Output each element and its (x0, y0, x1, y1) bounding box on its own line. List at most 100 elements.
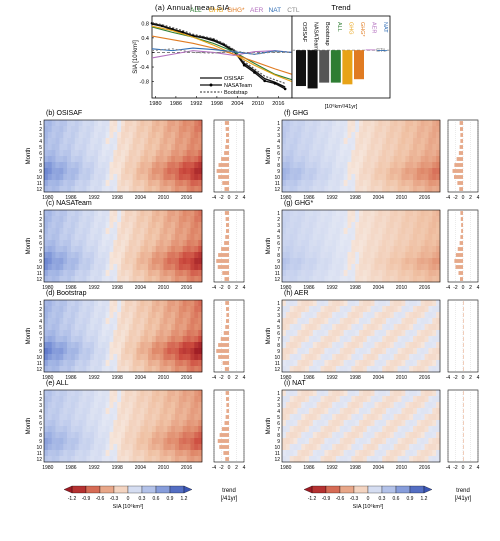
heatmap-cell (289, 156, 294, 163)
heatmap-cell (289, 330, 294, 337)
heatmap-cell (401, 336, 406, 343)
heatmap-cell (382, 258, 387, 265)
trend-mini-bar (463, 439, 464, 443)
heatmap-cell (428, 402, 433, 409)
heatmap-cell (386, 228, 391, 235)
heatmap-cell (420, 420, 425, 427)
heatmap-cell (374, 402, 379, 409)
heatmap-cell (167, 420, 172, 427)
heatmap-cell (51, 180, 56, 187)
heatmap-cell (101, 210, 106, 217)
heatmap-cell (47, 276, 53, 283)
heatmap-cell (351, 156, 356, 163)
heatmap-cell (401, 156, 406, 163)
heatmap-cell (413, 228, 418, 235)
heatmap-cell (397, 144, 402, 151)
heatmap-cell (389, 240, 395, 247)
heatmap-cell (155, 186, 160, 193)
heatmap-cell (194, 270, 199, 277)
heatmap-cell (151, 138, 157, 145)
year-tick-label: 2010 (158, 465, 169, 471)
heatmap-cell (59, 354, 64, 361)
heatmap-cell (413, 456, 418, 463)
heatmap-cell (366, 360, 371, 367)
heatmap-cell (308, 162, 314, 169)
heatmap-cell (74, 432, 79, 439)
heatmap-cell (378, 270, 383, 277)
heatmap-cell (312, 390, 317, 397)
trend-mini-bar (225, 325, 229, 329)
heatmap-cell (82, 150, 87, 157)
heatmap-cell (105, 318, 110, 325)
heatmap-cell (94, 450, 99, 457)
heatmap-cell (124, 414, 130, 421)
heatmap-cell (316, 258, 321, 265)
heatmap-cell (82, 240, 87, 247)
heatmap-cell (109, 354, 114, 361)
heatmap-cell (55, 132, 60, 139)
heatmap-cell (47, 156, 53, 163)
heatmap-cell (86, 216, 91, 223)
heatmap-cell (397, 456, 402, 463)
heatmap-cell (316, 126, 321, 133)
heatmap-cell (332, 258, 337, 265)
heatmap-cell (121, 408, 126, 415)
year-tick-label: 1992 (89, 285, 100, 291)
heatmap-cell (397, 120, 402, 127)
heatmap-cell (413, 258, 418, 265)
heatmap-cell (163, 120, 168, 127)
heatmap-cell (335, 306, 341, 313)
heatmap-cell (428, 300, 433, 307)
heatmap-cell (190, 456, 195, 463)
heatmap-cell (124, 456, 130, 463)
heatmap-cell (182, 264, 187, 271)
heatmap-cell (413, 300, 418, 307)
colorbar-cap-low (303, 485, 313, 494)
heatmap-cell (282, 234, 287, 241)
heatmap-cell (409, 180, 414, 187)
month-tick-label: 1 (277, 121, 280, 127)
heatmap-cell (94, 246, 99, 253)
heatmap-cell (194, 426, 199, 433)
colorbar-tick-label: 1.2 (421, 496, 428, 502)
heatmap-cell (144, 222, 149, 229)
heatmap-cell (155, 270, 160, 277)
heatmap-cell (159, 396, 164, 403)
heatmap-cell (47, 318, 53, 325)
heatmap-cell (339, 222, 344, 229)
heatmap-cell (424, 120, 429, 127)
heatmap-cell (428, 360, 433, 367)
heatmap-cell (393, 414, 398, 421)
heatmap-cell (389, 390, 395, 397)
heatmap-cell (420, 246, 425, 253)
heatmap-cell (424, 258, 429, 265)
heatmap-cell (308, 390, 314, 397)
heatmap-cell (397, 432, 402, 439)
heatmap-cell (186, 228, 191, 235)
heatmap-cell (413, 414, 418, 421)
heatmap-cell (144, 246, 149, 253)
heatmap-cell (59, 162, 64, 169)
heatmap-cell (382, 426, 387, 433)
heatmap-cell (198, 168, 203, 175)
heatmap-cell (124, 270, 130, 277)
heatmap-cell (359, 366, 364, 373)
heatmap-cell (416, 234, 422, 241)
heatmap-cell (121, 300, 126, 307)
trend-mini-bar (463, 403, 464, 407)
heatmap-cell (117, 180, 122, 187)
heatmap-cell (70, 210, 76, 217)
heatmap-cell (305, 216, 310, 223)
year-tick-label: 1980 (280, 465, 291, 471)
heatmap-cell (289, 186, 294, 193)
heatmap-cell (155, 414, 160, 421)
heatmap-cell (301, 138, 306, 145)
heatmap-cell (351, 264, 356, 271)
heatmap-cell (374, 354, 379, 361)
heatmap-cell (101, 408, 106, 415)
heatmap-cell (289, 318, 294, 325)
heatmap-cell (59, 342, 64, 349)
heatmap-cell (420, 186, 425, 193)
heatmap-cell (339, 126, 344, 133)
heatmap-cell (55, 336, 60, 343)
